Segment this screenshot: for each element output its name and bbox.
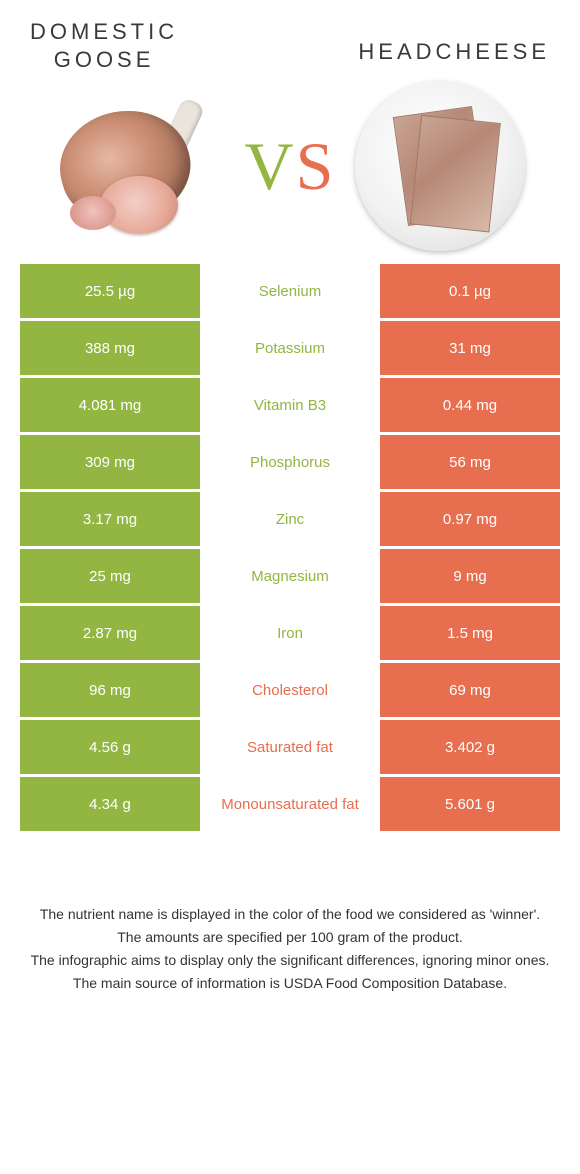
left-value: 309 mg [20,435,200,489]
left-value: 96 mg [20,663,200,717]
nutrient-name: Potassium [200,321,380,375]
footer-line: The amounts are specified per 100 gram o… [28,927,552,948]
left-value: 25.5 µg [20,264,200,318]
nutrient-name: Iron [200,606,380,660]
left-food-image [45,86,235,246]
right-food-image [345,86,535,246]
nutrient-name: Zinc [200,492,380,546]
nutrient-row: 4.081 mgVitamin B30.44 mg [20,378,560,432]
right-value: 3.402 g [380,720,560,774]
footer-notes: The nutrient name is displayed in the co… [0,834,580,996]
nutrient-name: Vitamin B3 [200,378,380,432]
images-row: VS [0,86,580,264]
right-value: 56 mg [380,435,560,489]
nutrient-row: 96 mgCholesterol69 mg [20,663,560,717]
left-food-title: DOMESTIC GOOSE [30,18,178,73]
nutrient-name: Saturated fat [200,720,380,774]
nutrient-row: 4.34 gMonounsaturated fat5.601 g [20,777,560,831]
left-value: 4.56 g [20,720,200,774]
footer-line: The main source of information is USDA F… [28,973,552,994]
right-value: 0.1 µg [380,264,560,318]
header: DOMESTIC GOOSE HEADCHEESE [0,0,580,86]
left-value: 4.081 mg [20,378,200,432]
footer-line: The nutrient name is displayed in the co… [28,904,552,925]
footer-line: The infographic aims to display only the… [28,950,552,971]
left-value: 2.87 mg [20,606,200,660]
right-food-title: HEADCHEESE [358,38,550,66]
nutrient-row: 388 mgPotassium31 mg [20,321,560,375]
right-value: 0.44 mg [380,378,560,432]
right-value: 5.601 g [380,777,560,831]
nutrient-row: 309 mgPhosphorus56 mg [20,435,560,489]
vs-label: VS [245,127,336,206]
nutrient-name: Magnesium [200,549,380,603]
nutrient-row: 4.56 gSaturated fat3.402 g [20,720,560,774]
vs-v: V [245,127,296,206]
nutrient-row: 2.87 mgIron1.5 mg [20,606,560,660]
left-value: 25 mg [20,549,200,603]
left-value: 388 mg [20,321,200,375]
nutrient-name: Phosphorus [200,435,380,489]
nutrient-row: 25.5 µgSelenium0.1 µg [20,264,560,318]
nutrient-name: Cholesterol [200,663,380,717]
nutrient-name: Selenium [200,264,380,318]
nutrient-name: Monounsaturated fat [200,777,380,831]
right-value: 31 mg [380,321,560,375]
nutrient-row: 25 mgMagnesium9 mg [20,549,560,603]
left-value: 4.34 g [20,777,200,831]
nutrient-table: 25.5 µgSelenium0.1 µg388 mgPotassium31 m… [20,264,560,834]
right-value: 9 mg [380,549,560,603]
nutrient-row: 3.17 mgZinc0.97 mg [20,492,560,546]
right-value: 0.97 mg [380,492,560,546]
vs-s: S [296,127,336,206]
right-value: 1.5 mg [380,606,560,660]
right-value: 69 mg [380,663,560,717]
left-value: 3.17 mg [20,492,200,546]
